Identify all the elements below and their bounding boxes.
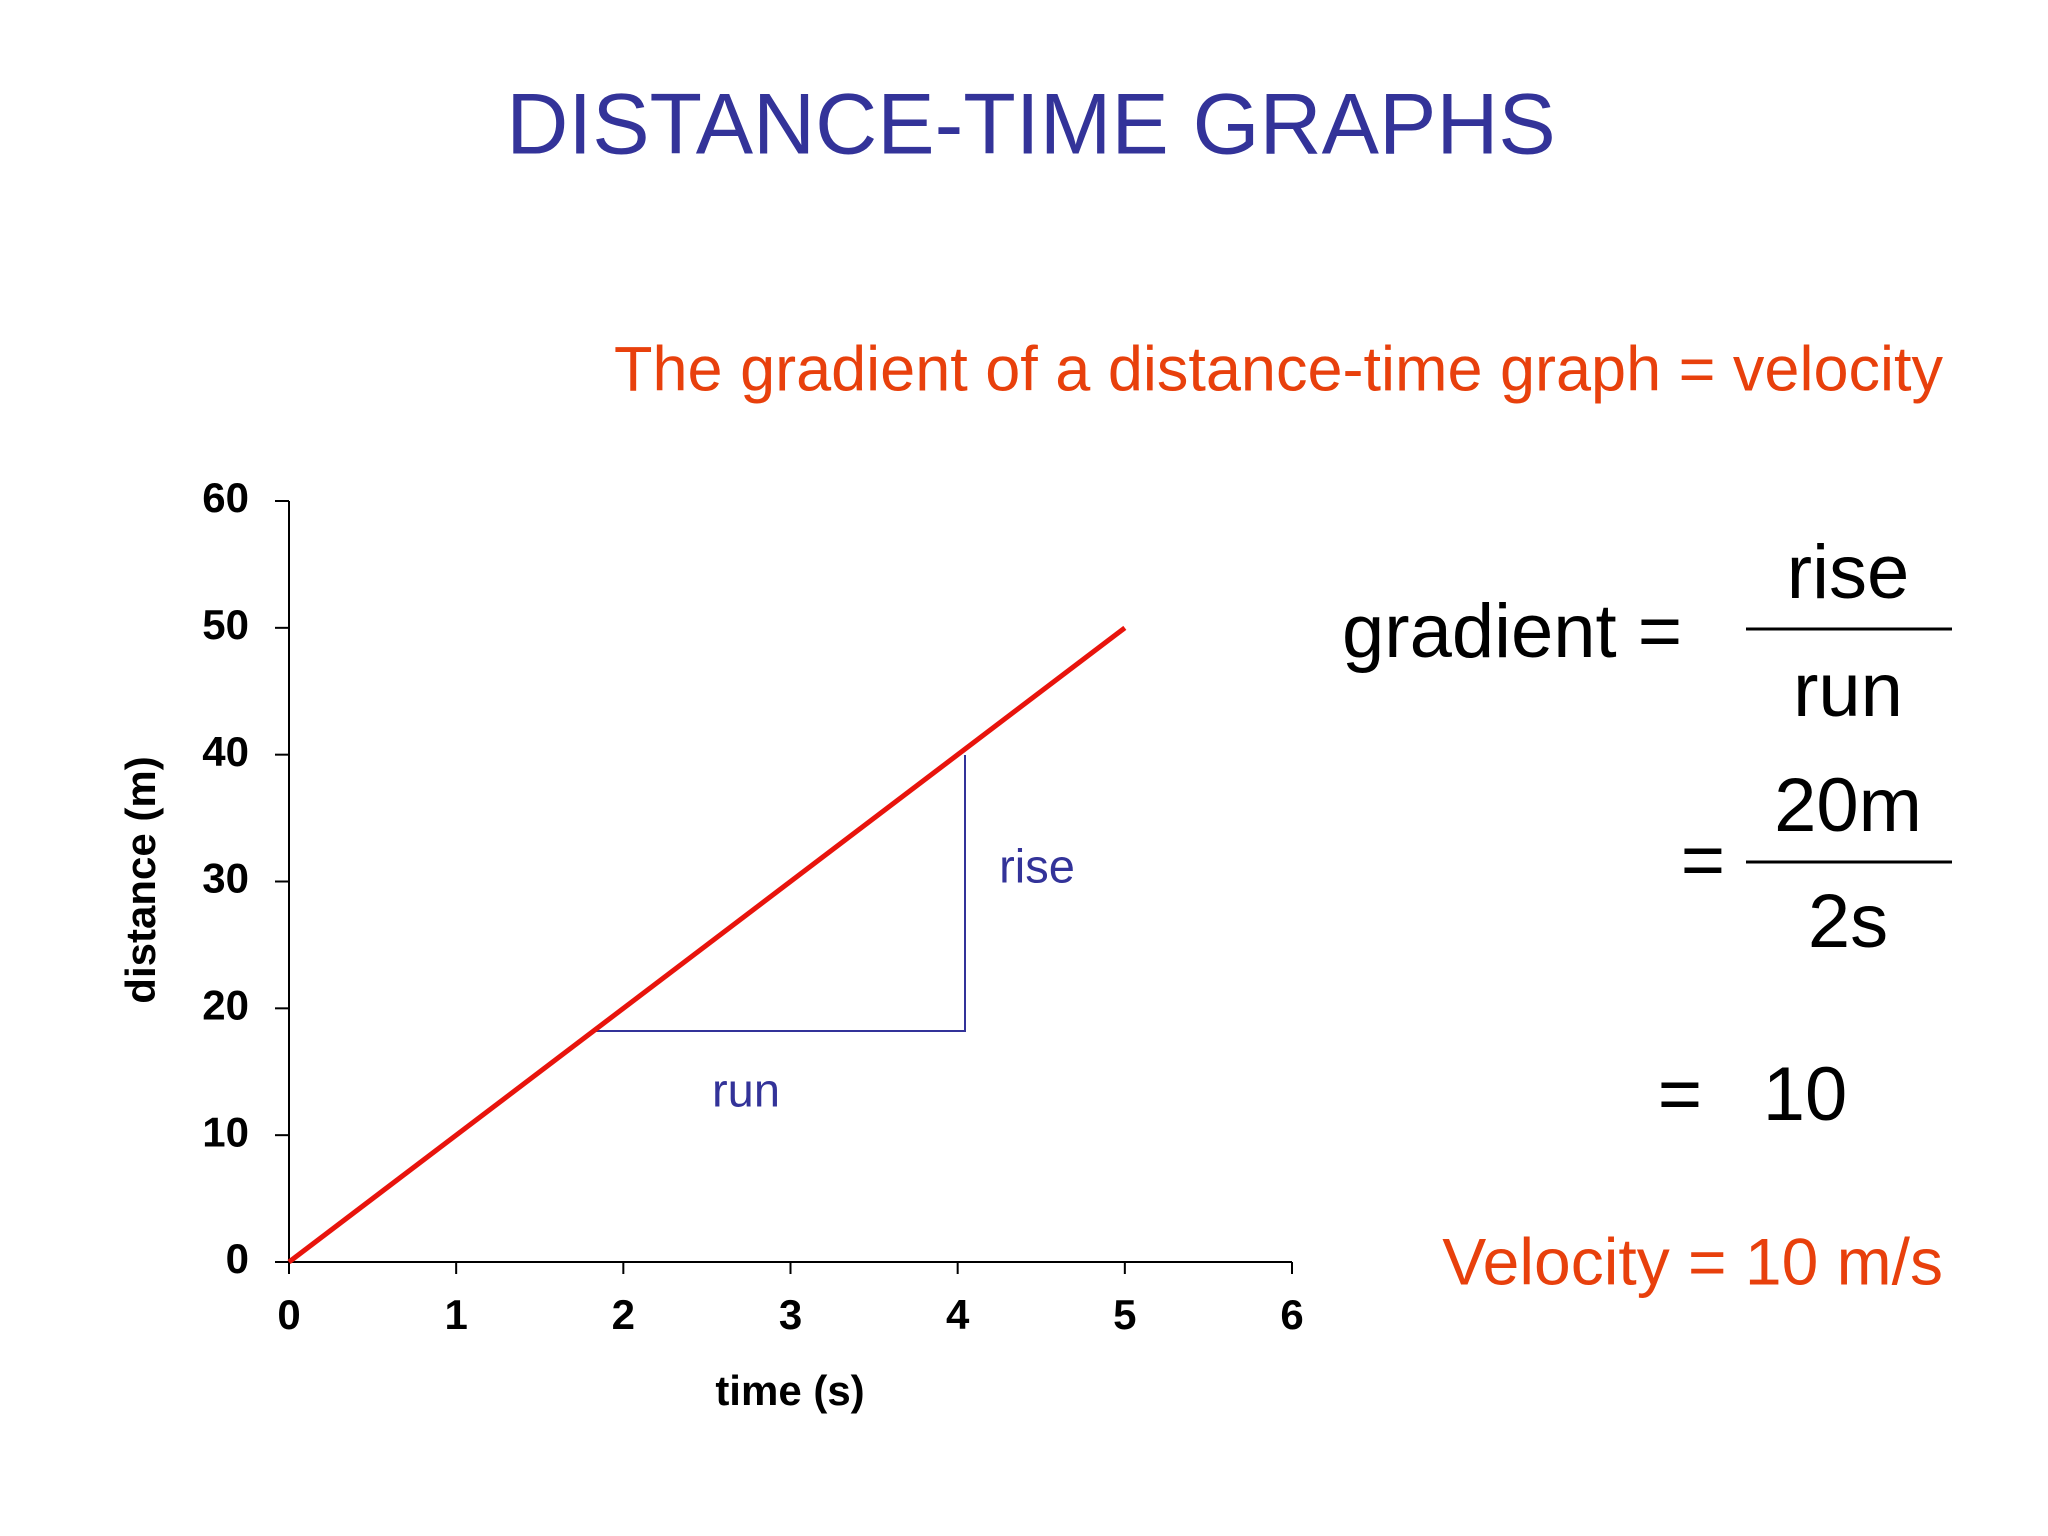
y-tick-label: 60 bbox=[202, 474, 249, 521]
result: 10 bbox=[1763, 1052, 1848, 1137]
y-tick-label: 0 bbox=[226, 1235, 249, 1282]
x-tick-label: 0 bbox=[277, 1291, 300, 1338]
x-tick-label: 1 bbox=[444, 1291, 467, 1338]
y-tick-label: 20 bbox=[202, 981, 249, 1028]
y-tick-label: 40 bbox=[202, 728, 249, 775]
x-tick-label: 3 bbox=[779, 1291, 802, 1338]
equals: = bbox=[1681, 818, 1725, 903]
y-tick-label: 50 bbox=[202, 601, 249, 648]
rise-run-triangle bbox=[595, 755, 966, 1032]
data-line bbox=[287, 625, 1127, 1264]
equation: gradient = rise run = 20m 2s = 10 Veloci… bbox=[1342, 530, 1952, 1298]
numerator: rise bbox=[1787, 530, 1909, 615]
gradient-lhs: gradient = bbox=[1342, 589, 1682, 674]
x-tick-label: 4 bbox=[946, 1291, 970, 1338]
subtitle: The gradient of a distance-time graph = … bbox=[614, 335, 1943, 405]
x-tick-label: 5 bbox=[1113, 1291, 1136, 1338]
numerator: 20m bbox=[1774, 763, 1922, 848]
run-label: run bbox=[712, 1063, 780, 1116]
denominator: run bbox=[1793, 648, 1903, 733]
y-axis-label: distance (m) bbox=[117, 756, 164, 1003]
rise-label: rise bbox=[999, 839, 1075, 892]
slide-title: DISTANCE-TIME GRAPHS bbox=[506, 77, 1556, 173]
equals: = bbox=[1658, 1052, 1702, 1137]
x-axis-label: time (s) bbox=[715, 1367, 864, 1414]
chart: time (s) distance (m) rise run 010203040… bbox=[117, 474, 1304, 1414]
denominator: 2s bbox=[1808, 879, 1888, 964]
x-tick-label: 2 bbox=[612, 1291, 635, 1338]
y-tick-label: 30 bbox=[202, 855, 249, 902]
y-tick-label: 10 bbox=[202, 1108, 249, 1155]
x-tick-label: 6 bbox=[1280, 1291, 1303, 1338]
conclusion: Velocity = 10 m/s bbox=[1442, 1224, 1943, 1298]
